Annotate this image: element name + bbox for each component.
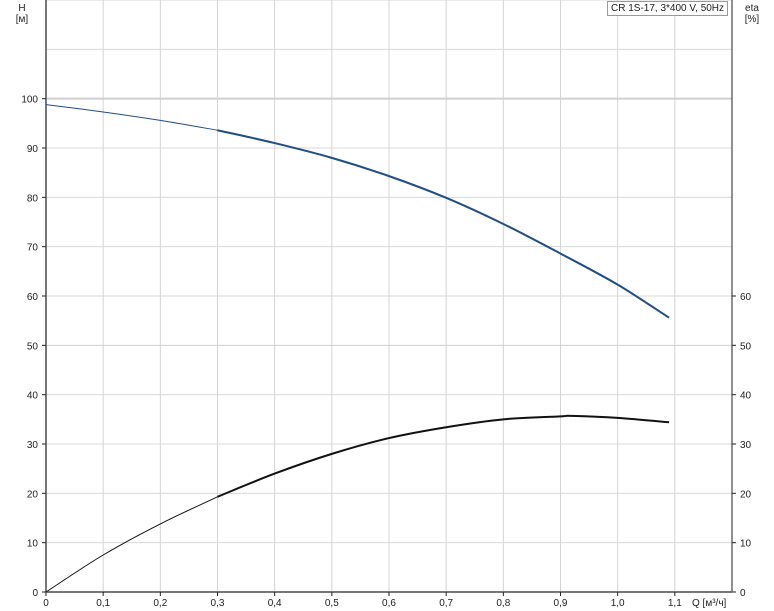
chart-title: CR 1S-17, 3*400 V, 50Hz [607,1,729,16]
y-right-tick-label: 30 [740,440,752,451]
y-right-axis-label: eta [745,3,759,14]
y-left-tick-label: 20 [27,489,39,500]
y-right-tick-label: 60 [740,292,752,303]
efficiency-curve [217,414,670,498]
y-left-tick-label: 70 [27,243,39,254]
y-left-tick-label: 10 [27,539,39,550]
y-right-tick-label: 50 [740,341,752,352]
y-left-tick-label: 60 [27,292,39,303]
y-left-tick-label: 0 [32,588,38,599]
head-curve [217,129,670,319]
y-left-tick-label: 30 [27,440,39,451]
y-left-tick-label: 90 [27,144,39,155]
x-tick-label: 0,3 [211,598,225,609]
y-right-tick-label: 40 [740,391,752,402]
x-tick-label: 0,4 [268,598,282,609]
y-right-axis-unit: [%] [745,14,760,25]
y-left-tick-label: 100 [21,95,38,106]
x-tick-label: 0 [43,598,49,609]
x-tick-label: 0,9 [554,598,568,609]
y-right-tick-label: 10 [740,539,752,550]
x-tick-label: 1,0 [611,598,625,609]
y-left-axis-label: H [18,3,25,14]
x-tick-label: 0,2 [153,598,167,609]
x-tick-label: 1,1 [668,598,682,609]
x-axis-label: Q [м³/ч] [692,598,727,609]
head-curve-thin [45,104,218,131]
y-right-tick-label: 20 [740,489,752,500]
x-tick-label: 0,1 [96,598,110,609]
y-left-tick-label: 40 [27,391,39,402]
y-right-tick-label: 0 [740,588,746,599]
y-left-tick-label: 50 [27,341,39,352]
efficiency-curve-thin [45,496,218,593]
y-left-tick-label: 80 [27,193,39,204]
x-tick-label: 0,5 [325,598,339,609]
x-tick-label: 0,6 [382,598,396,609]
x-tick-label: 0,8 [496,598,510,609]
y-left-axis-unit: [м] [16,14,29,25]
x-tick-label: 0,7 [439,598,453,609]
